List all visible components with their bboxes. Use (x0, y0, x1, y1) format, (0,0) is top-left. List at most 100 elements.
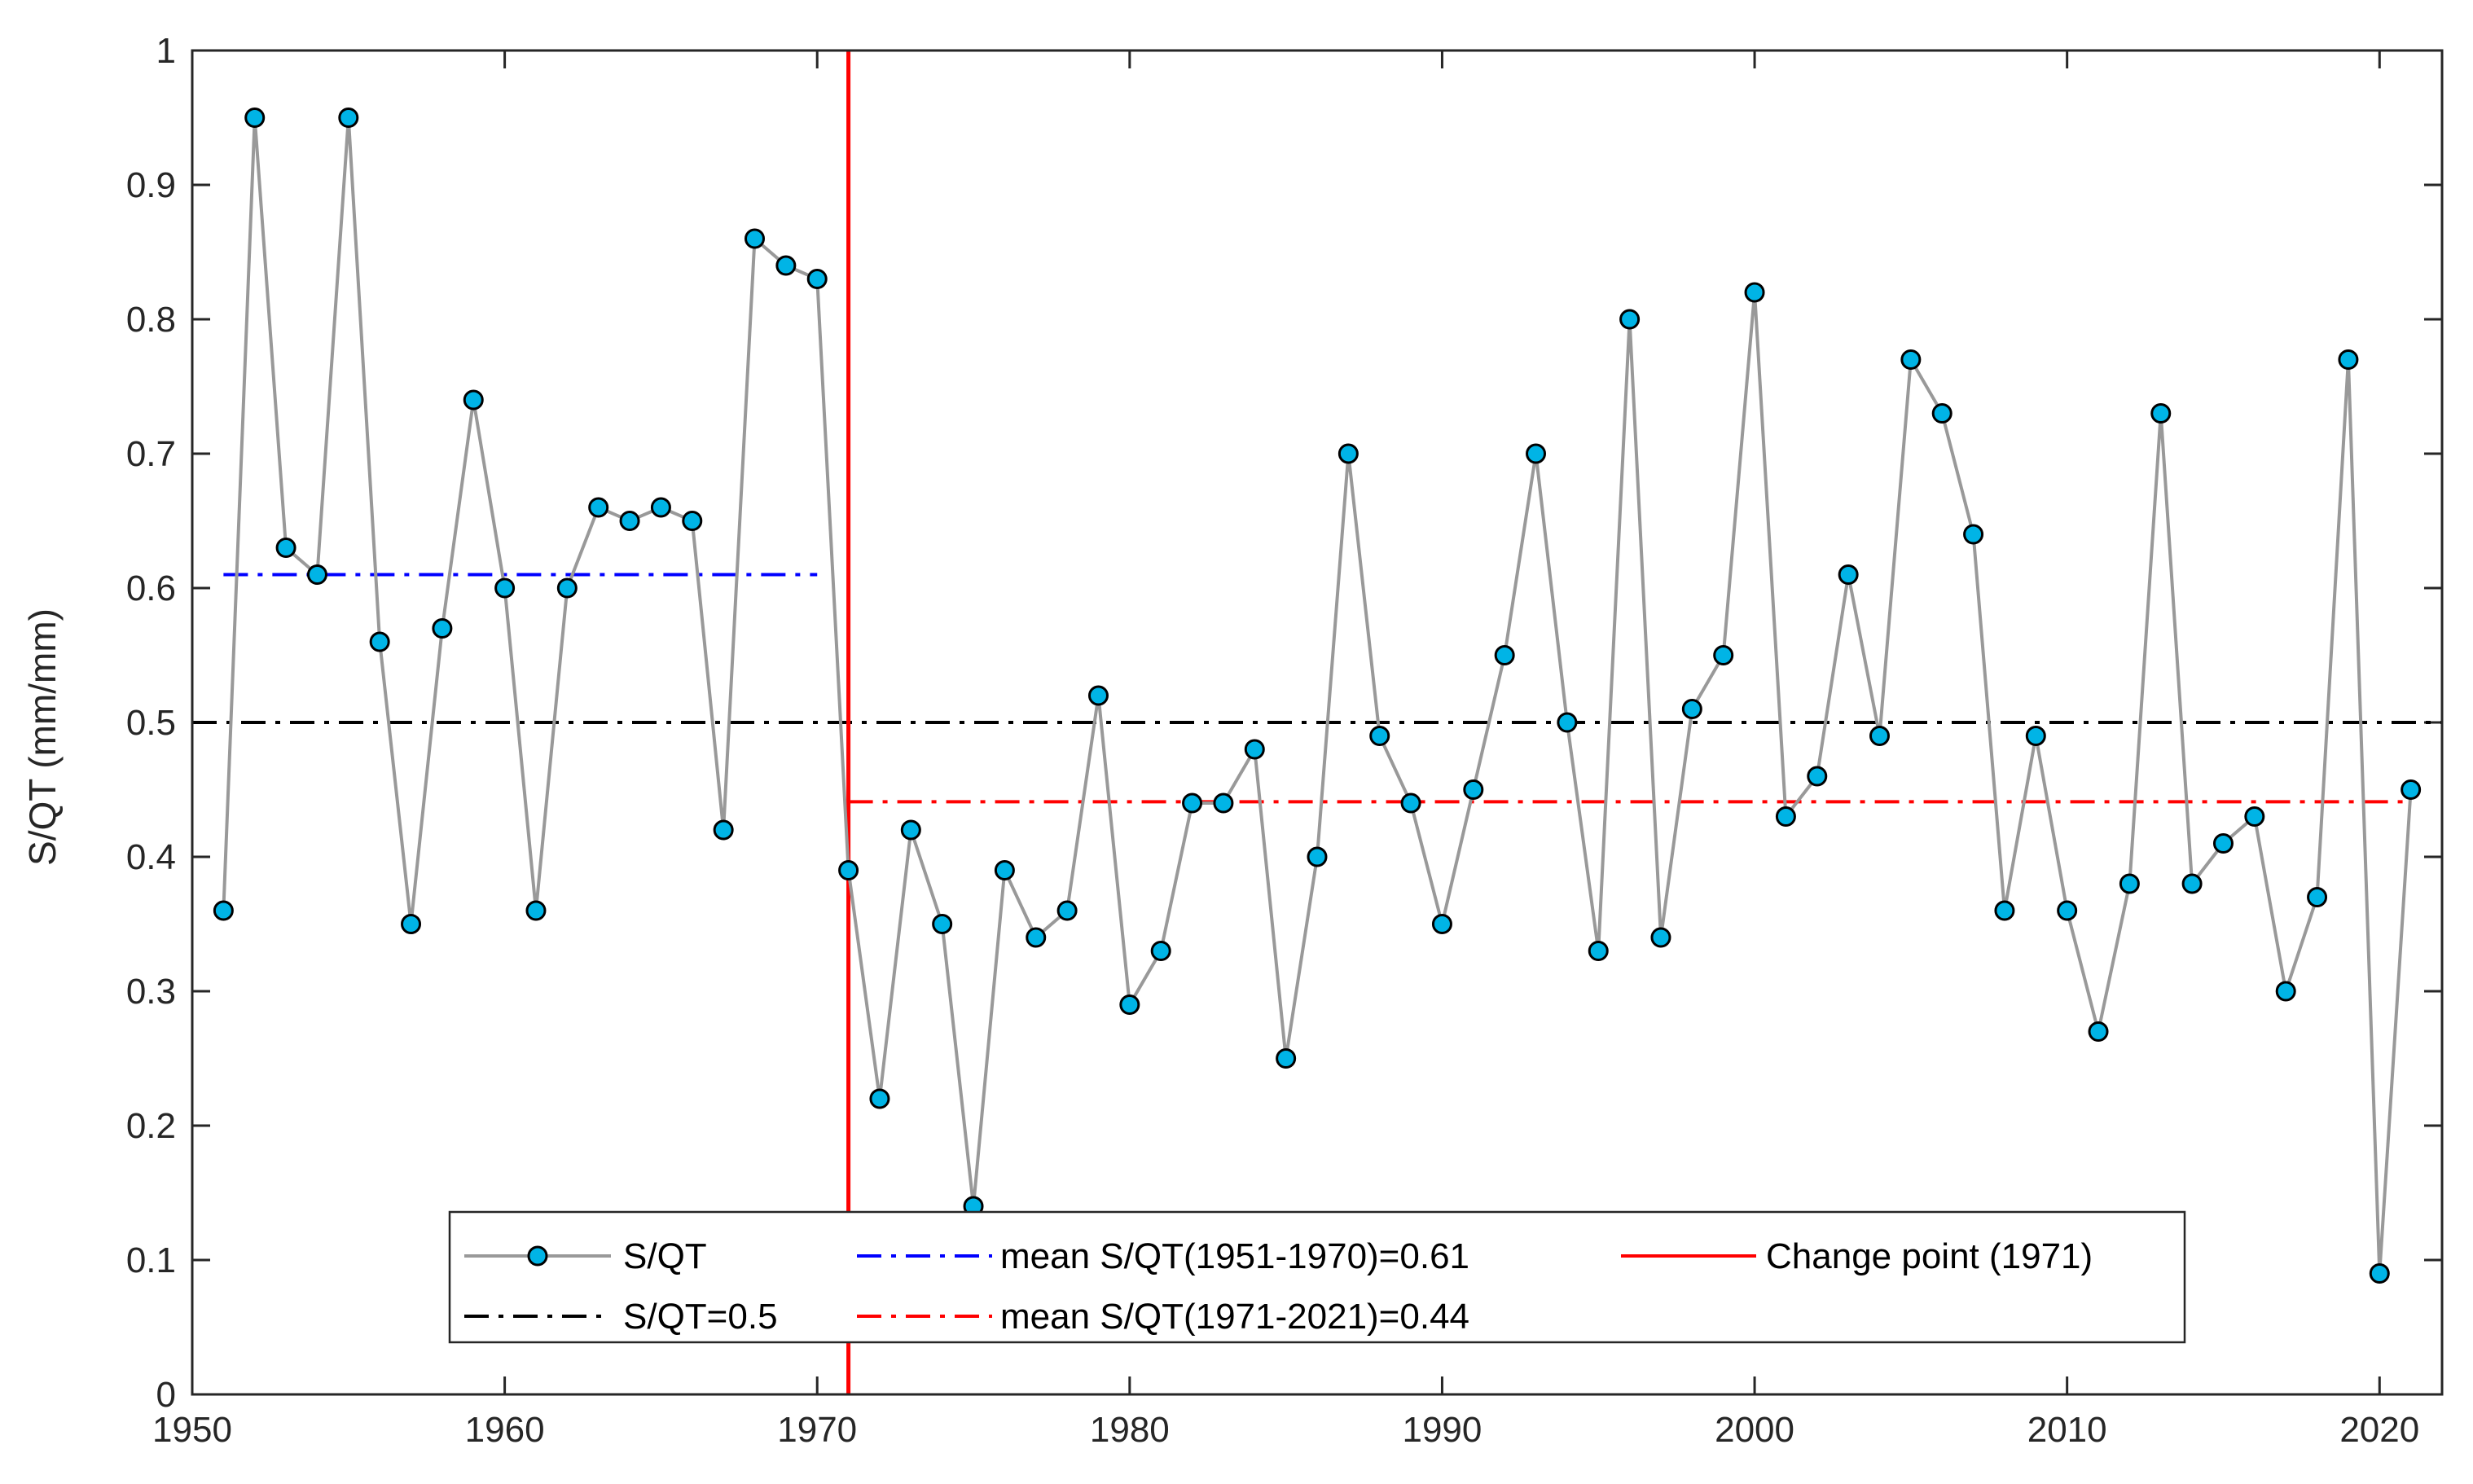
x-tick-label: 1950 (152, 1410, 232, 1450)
data-point-1966 (682, 511, 703, 531)
data-point-1986 (1307, 846, 1328, 867)
data-point-2013 (2150, 403, 2172, 424)
legend-label-mean-1971-2021: mean S/QT(1971-2021)=0.44 (1000, 1297, 1469, 1337)
data-point-1963 (588, 497, 609, 518)
y-tick-label: 0.7 (126, 434, 176, 474)
data-point-1973 (900, 819, 921, 841)
legend-entry-threshold: S/QT=0.5 (464, 1297, 778, 1337)
data-point-1951 (213, 900, 234, 921)
data-point-2009 (2025, 726, 2046, 746)
x-tick-label: 1990 (1402, 1410, 1482, 1450)
data-point-1961 (525, 900, 547, 921)
data-point-1971 (838, 860, 859, 880)
data-point-2005 (1900, 349, 1922, 370)
data-point-1954 (306, 564, 327, 585)
data-point-1984 (1244, 739, 1265, 760)
data-point-2004 (1869, 726, 1890, 746)
data-point-1957 (401, 914, 422, 934)
data-point-1978 (1056, 900, 1078, 921)
data-point-1960 (494, 577, 516, 599)
data-point-1952 (244, 108, 266, 128)
data-point-2000 (1744, 282, 1765, 303)
data-point-2012 (2119, 873, 2140, 894)
y-tick-label: 0.2 (126, 1106, 176, 1146)
data-point-1995 (1588, 941, 1609, 961)
data-point-1990 (1431, 914, 1452, 934)
data-point-1962 (556, 577, 578, 599)
data-point-2018 (2307, 887, 2328, 907)
data-point-1964 (619, 511, 640, 531)
x-tick-label: 1960 (465, 1410, 545, 1450)
legend-entry-change-point: Change point (1971) (1621, 1236, 2093, 1276)
data-point-1992 (1494, 645, 1515, 665)
data-point-2008 (1994, 900, 2015, 921)
legend-label-threshold: S/QT=0.5 (623, 1297, 778, 1337)
y-tick-label: 1 (156, 31, 176, 71)
legend-label-change-point: Change point (1971) (1766, 1236, 2093, 1276)
data-point-2015 (2212, 833, 2234, 854)
y-tick-label: 0.3 (126, 972, 176, 1012)
data-point-1972 (869, 1088, 890, 1109)
plot-frame (191, 49, 2444, 1396)
legend-marker-sqt (527, 1245, 548, 1267)
y-tick-label: 0 (156, 1375, 176, 1415)
data-point-1969 (775, 255, 797, 276)
data-point-1958 (432, 618, 453, 639)
data-point-1953 (275, 538, 296, 558)
legend-box (448, 1210, 2186, 1344)
y-axis: 0 0.1 0.2 0.3 0.4 0.5 0.6 0.7 0.8 0.9 1 (126, 31, 2442, 1415)
data-point-1956 (369, 631, 390, 652)
data-point-1985 (1276, 1048, 1297, 1069)
data-point-2007 (1963, 524, 1984, 545)
data-point-1993 (1526, 443, 1547, 464)
y-tick-label: 0.1 (126, 1240, 176, 1280)
data-point-1994 (1557, 712, 1578, 733)
data-point-1970 (806, 269, 828, 289)
y-tick-label: 0.6 (126, 569, 176, 608)
data-point-1996 (1619, 309, 1641, 330)
x-axis: 1950 1960 1970 1980 1990 2000 2010 2020 (152, 50, 2419, 1450)
y-tick-label: 0.5 (126, 703, 176, 743)
y-tick-label: 0.8 (126, 300, 176, 340)
legend-entry-mean-1971-2021: mean S/QT(1971-2021)=0.44 (857, 1297, 1469, 1337)
data-point-1981 (1150, 941, 1171, 961)
data-point-1968 (745, 228, 765, 249)
data-point-1979 (1087, 685, 1109, 706)
y-tick-label: 0.9 (126, 165, 176, 205)
legend-entry-mean-1951-1970: mean S/QT(1951-1970)=0.61 (857, 1236, 1469, 1276)
data-point-2006 (1931, 403, 1952, 424)
x-tick-label: 2020 (2339, 1410, 2419, 1450)
data-point-1982 (1182, 792, 1203, 814)
data-point-2010 (2057, 900, 2078, 921)
x-tick-label: 1970 (777, 1410, 857, 1450)
data-point-2021 (2401, 779, 2422, 800)
x-tick-label: 2000 (1715, 1410, 1794, 1450)
data-point-1988 (1369, 726, 1390, 746)
data-point-1959 (463, 389, 484, 411)
data-point-2001 (1775, 806, 1796, 827)
data-point-1989 (1400, 792, 1421, 814)
data-point-2020 (2369, 1263, 2390, 1284)
data-point-1997 (1650, 927, 1671, 948)
data-point-1991 (1463, 779, 1484, 800)
x-tick-label: 2010 (2027, 1410, 2107, 1450)
data-point-1976 (994, 860, 1015, 880)
data-point-1998 (1681, 699, 1702, 719)
data-point-1983 (1213, 792, 1234, 814)
legend-entry-sqt: S/QT (464, 1236, 707, 1276)
data-point-1955 (338, 108, 359, 128)
data-point-2003 (1838, 564, 1859, 585)
data-point-2011 (2088, 1021, 2109, 1042)
data-series (213, 108, 2422, 1284)
legend: S/QT mean S/QT(1951-1970)=0.61 Change po… (448, 1210, 2186, 1344)
y-axis-label: S/QT (mm/mm) (21, 608, 64, 866)
data-point-2019 (2338, 349, 2359, 370)
data-point-2017 (2275, 981, 2296, 1002)
data-point-1965 (650, 497, 671, 518)
data-point-1980 (1119, 994, 1140, 1015)
data-point-1974 (932, 914, 953, 934)
y-tick-label: 0.4 (126, 837, 176, 877)
legend-label-sqt: S/QT (623, 1236, 707, 1276)
x-tick-label: 1980 (1090, 1410, 1170, 1450)
